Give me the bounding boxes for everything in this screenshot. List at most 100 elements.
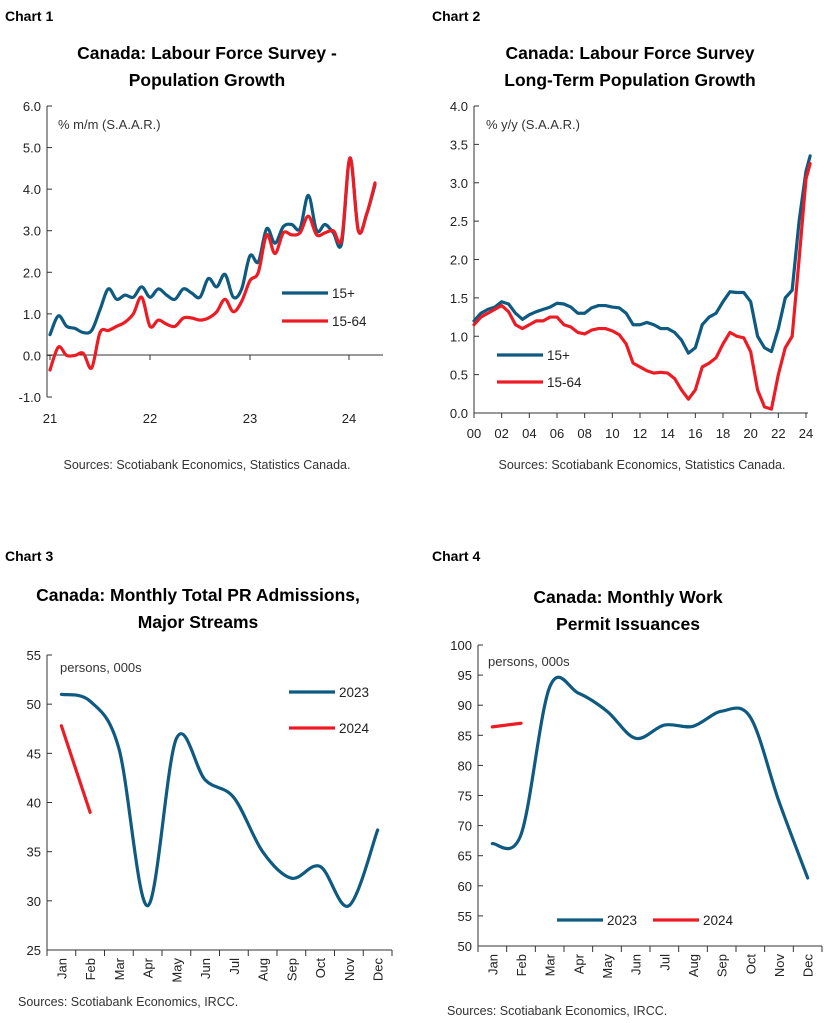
series-line-15-64: [48, 156, 377, 372]
chart-3-unit-label: persons, 000s: [60, 660, 142, 675]
y-tick-label: 45: [27, 746, 41, 761]
y-tick-label: 2.5: [450, 214, 468, 229]
x-tick-label: 16: [688, 426, 702, 441]
x-category-label: Nov: [772, 954, 787, 978]
chart-2-source: Sources: Scotiabank Economics, Statistic…: [499, 458, 786, 472]
y-tick-label: 2.0: [23, 265, 41, 280]
y-tick-label: 40: [27, 796, 41, 811]
y-tick-label: 1.0: [23, 307, 41, 322]
y-tick-label: 3.0: [450, 176, 468, 191]
chart-4: Chart 4 Canada: Monthly Work Permit Issu…: [432, 548, 723, 1018]
y-tick-label: 50: [458, 939, 472, 954]
y-tick-label: 3.0: [23, 224, 41, 239]
x-category-label: Feb: [83, 958, 98, 980]
x-category-label: Mar: [112, 957, 127, 980]
x-tick-label: 22: [771, 426, 785, 441]
y-tick-label: 85: [458, 728, 472, 743]
legend-label-2024: 2024: [703, 913, 734, 928]
x-category-label: Oct: [743, 954, 758, 975]
x-category-label: Feb: [514, 954, 529, 976]
chart-2-unit-label: % y/y (S.A.A.R.): [486, 117, 580, 132]
x-category-label: Sep: [284, 958, 299, 981]
x-tick-label: 23: [243, 411, 257, 426]
x-tick-label: 12: [633, 426, 647, 441]
y-tick-label: 3.5: [450, 137, 468, 152]
series-line-15-64: [472, 161, 812, 411]
chart-4-title-line-1: Canada: Monthly Work: [533, 587, 723, 607]
x-tick-label: 00: [467, 426, 481, 441]
x-category-label: Aug: [256, 958, 271, 981]
chart-2-title-line-2: Long-Term Population Growth: [504, 70, 755, 90]
x-category-label: Jan: [485, 954, 500, 975]
y-tick-label: 1.5: [450, 291, 468, 306]
legend-label-15-64: 15-64: [332, 314, 367, 329]
x-tick-label: 04: [522, 426, 536, 441]
chart-3-source: Sources: Scotiabank Economics, IRCC.: [18, 995, 238, 1009]
chart-4-label: Chart 4: [432, 548, 480, 564]
y-tick-label: -1.0: [19, 390, 41, 405]
chart-3-label: Chart 3: [5, 548, 53, 564]
chart-4-title-line-2: Permit Issuances: [556, 614, 700, 634]
x-category-label: Sep: [715, 954, 730, 977]
x-tick-label: 22: [143, 411, 157, 426]
chart-3-plot: 25 30 35 40 45 50 55 Jan Feb Mar Apr May Jun Jul Aug Se…: [27, 648, 393, 983]
legend-label-15+: 15+: [332, 286, 355, 301]
chart-3: Chart 3 Canada: Monthly Total PR Admissi…: [5, 548, 360, 1009]
x-category-label: Mar: [543, 953, 558, 976]
x-tick-label: 06: [550, 426, 564, 441]
x-tick-label: 14: [660, 426, 674, 441]
y-tick-label: 95: [458, 668, 472, 683]
x-category-label: Nov: [342, 958, 357, 982]
chart-2-plot: 0.0 0.5 1.0 1.5 2.0 2.5 3.0 3.5 4.0 00 02 04 06 08 10 1…: [450, 99, 813, 441]
chart-1: Chart 1 Canada: Labour Force Survey - Po…: [5, 8, 350, 472]
chart-4-plot: 50 55 60 65 70 75 80 85 90 95 100 Jan Feb Mar Apr May Ju…: [450, 638, 823, 979]
chart-2-title-line-1: Canada: Labour Force Survey: [506, 43, 755, 63]
chart-1-plot: -1.0 0.0 1.0 2.0 3.0 4.0 5.0 6.0 21 22 23 24 15+ 15-6…: [19, 99, 383, 426]
y-tick-label: 4.0: [450, 99, 468, 114]
y-tick-label: 2.0: [450, 253, 468, 268]
legend-label-2023: 2023: [607, 913, 637, 928]
chart-1-unit-label: % m/m (S.A.A.R.): [58, 117, 161, 132]
y-tick-label: 1.0: [450, 329, 468, 344]
y-tick-label: 55: [458, 909, 472, 924]
x-tick-label: 08: [577, 426, 591, 441]
chart-3-title-line-2: Major Streams: [138, 612, 259, 632]
y-tick-label: 35: [27, 845, 41, 860]
x-category-label: Aug: [686, 954, 701, 977]
x-category-label: Jul: [227, 958, 242, 975]
series-line-2023: [490, 675, 810, 880]
x-tick-label: 24: [342, 411, 356, 426]
x-category-label: Jul: [657, 954, 672, 971]
chart-1-title-line-2: Population Growth: [129, 70, 286, 90]
chart-4-source: Sources: Scotiabank Economics, IRCC.: [447, 1004, 667, 1018]
legend-label-15+: 15+: [547, 348, 570, 363]
chart-2: Chart 2 Canada: Labour Force Survey Long…: [432, 8, 785, 472]
series-line-15+: [48, 156, 377, 337]
series-line-2023: [59, 692, 380, 908]
chart-1-title-line-1: Canada: Labour Force Survey -: [77, 43, 337, 63]
series-line-2024: [59, 724, 92, 814]
x-tick-label: 18: [716, 426, 730, 441]
x-category-label: Dec: [801, 954, 816, 978]
chart-1-label: Chart 1: [5, 8, 53, 24]
chart-1-source: Sources: Scotiabank Economics, Statistic…: [64, 458, 351, 472]
chart-4-unit-label: persons, 000s: [488, 654, 570, 669]
y-tick-label: 50: [27, 697, 41, 712]
y-tick-label: 60: [458, 879, 472, 894]
y-tick-label: 6.0: [23, 99, 41, 114]
legend-label-15-64: 15-64: [547, 375, 582, 390]
y-tick-label: 70: [458, 819, 472, 834]
y-tick-label: 5.0: [23, 141, 41, 156]
legend-label-2024: 2024: [339, 721, 370, 736]
x-category-label: Apr: [141, 957, 156, 978]
x-category-label: Jan: [54, 958, 69, 979]
chart-3-title-line-1: Canada: Monthly Total PR Admissions,: [36, 585, 360, 605]
y-tick-label: 0.0: [23, 348, 41, 363]
x-tick-label: 20: [743, 426, 757, 441]
x-category-label: Jun: [629, 954, 644, 975]
x-tick-label: 24: [799, 426, 813, 441]
x-category-label: Oct: [313, 958, 328, 979]
chart-2-label: Chart 2: [432, 8, 480, 24]
x-category-label: May: [169, 958, 184, 983]
